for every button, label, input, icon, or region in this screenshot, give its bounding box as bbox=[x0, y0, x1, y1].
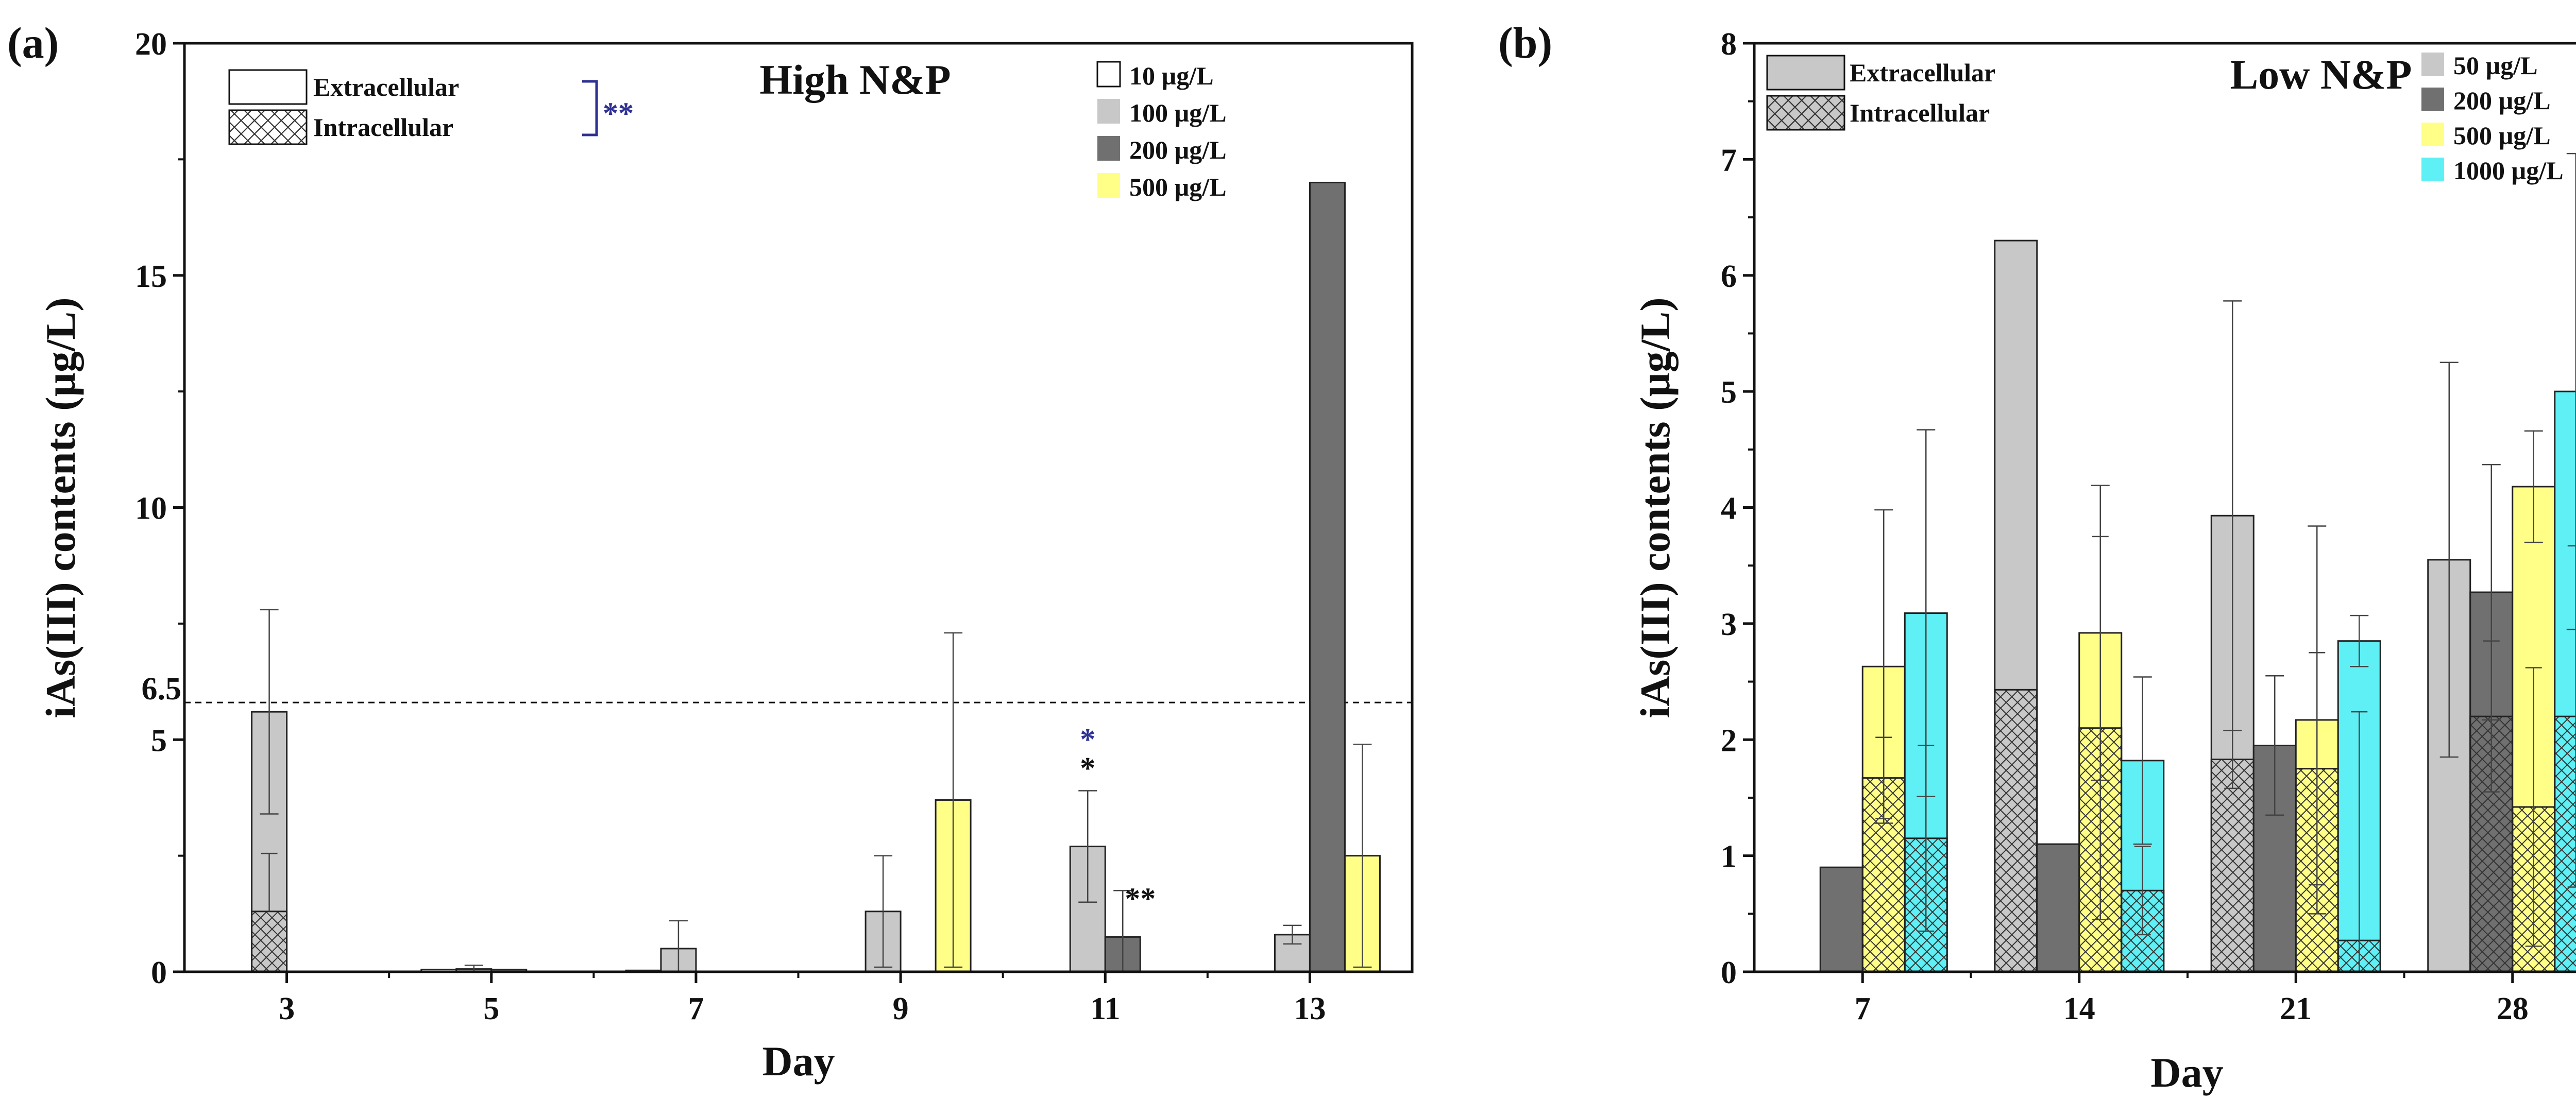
legend-concentrations-b: 50 µg/L 200 µg/L 500 µg/L 1000 µg/L bbox=[2421, 51, 2564, 185]
legend-label-100-g-l: 100 µg/L bbox=[1129, 98, 1227, 127]
y-axis-a: 0 5 10 15 20 bbox=[135, 27, 184, 990]
bar-200-g-l-day-13 bbox=[1309, 181, 1346, 973]
x-tick-label-9: 9 bbox=[893, 991, 909, 1026]
y-tick-label-1: 1 bbox=[1721, 839, 1737, 874]
legend-label-50-g-l: 50 µg/L bbox=[2453, 51, 2538, 80]
legend-swatch-100-g-l bbox=[1097, 99, 1120, 124]
legend-swatch-500-g-l bbox=[2421, 123, 2444, 146]
legend-label-200-g-l: 200 µg/L bbox=[1129, 135, 1227, 164]
x-tick-label-21: 21 bbox=[2280, 991, 2312, 1026]
legend-swatch-1000-g-l bbox=[2421, 158, 2444, 181]
y-tick-label-8: 8 bbox=[1721, 27, 1737, 62]
legend-fractions-a: Extracellular Intracellular ** bbox=[228, 69, 634, 145]
chart-title-b: Low N&P bbox=[2230, 51, 2412, 98]
legend-swatch-intracellular-b bbox=[1766, 95, 1845, 131]
y-tick-label-15: 15 bbox=[135, 259, 167, 294]
y-tick-label-0: 0 bbox=[151, 955, 167, 990]
legend-fractions-b: Extracellular Intracellular bbox=[1766, 55, 1995, 131]
panel-label-b: (b) bbox=[1498, 18, 1552, 67]
y-tick-label-5: 5 bbox=[1721, 375, 1737, 410]
x-axis-a: 3 5 7 9 11 13 bbox=[279, 972, 1326, 1026]
y-tick-label-5: 5 bbox=[151, 723, 167, 758]
x-tick-label-3: 3 bbox=[279, 991, 295, 1026]
y-tick-label-7: 7 bbox=[1721, 143, 1737, 178]
legend-label-500-g-l: 500 µg/L bbox=[1129, 173, 1227, 201]
x-tick-label-5: 5 bbox=[483, 991, 499, 1026]
significance-marker: * bbox=[1080, 751, 1095, 785]
y-tick-label-4: 4 bbox=[1721, 491, 1737, 526]
legend-label-500-g-l: 500 µg/L bbox=[2453, 121, 2551, 150]
y-tick-label-20: 20 bbox=[135, 27, 167, 62]
legend-concentrations-a: 10 µg/L 100 µg/L 200 µg/L 500 µg/L bbox=[1096, 61, 1227, 201]
legend-swatch-10-g-l bbox=[1096, 61, 1121, 88]
legend-label-1000-g-l: 1000 µg/L bbox=[2453, 156, 2564, 185]
significance-marker: * bbox=[1080, 722, 1095, 756]
legend-label-extracellular-a: Extracellular bbox=[313, 73, 459, 101]
legend-label-extracellular-b: Extracellular bbox=[1850, 58, 1995, 87]
legend-label-200-g-l: 200 µg/L bbox=[2453, 86, 2551, 115]
panel-label-a: (a) bbox=[7, 18, 59, 67]
x-tick-label-13: 13 bbox=[1294, 991, 1326, 1026]
y-axis-title-b: iAs(III) contents (µg/L) bbox=[1632, 297, 1679, 718]
plot-area-a: 6.5**** bbox=[142, 181, 1412, 973]
bar-intracellular-1000-g-l-day-28 bbox=[2554, 715, 2576, 973]
legend-swatch-50-g-l bbox=[2421, 53, 2444, 76]
chart-title-a: High N&P bbox=[759, 56, 951, 103]
significance-note-a: ** bbox=[603, 96, 634, 130]
legend-swatch-200-g-l bbox=[2421, 88, 2444, 111]
x-tick-label-11: 11 bbox=[1090, 991, 1121, 1026]
panel-b: (b) 0 1 2 3 4 5 6 7 8 7 14 21 28 iAs(III) contents … bbox=[1498, 18, 2576, 1096]
bar-intracellular-50-g-l-day-14 bbox=[1994, 689, 2038, 973]
y-tick-label-3: 3 bbox=[1721, 607, 1737, 642]
legend-swatch-extracellular-a bbox=[228, 69, 308, 105]
y-tick-label-6: 6 bbox=[1721, 259, 1737, 294]
y-tick-label-0: 0 bbox=[1721, 955, 1737, 990]
x-tick-label-7: 7 bbox=[688, 991, 704, 1026]
x-axis-title-b: Day bbox=[2150, 1049, 2223, 1096]
x-tick-label-14: 14 bbox=[2063, 991, 2095, 1026]
plot-area-b bbox=[1819, 152, 2576, 973]
y-tick-label-2: 2 bbox=[1721, 723, 1737, 758]
legend-label-10-g-l: 10 µg/L bbox=[1129, 61, 1214, 90]
x-axis-title-a: Day bbox=[762, 1038, 835, 1085]
significance-marker: ** bbox=[1125, 882, 1156, 916]
legend-swatch-extracellular-b bbox=[1766, 55, 1845, 91]
legend-swatch-500-g-l bbox=[1097, 173, 1120, 198]
plot-frame-a bbox=[183, 42, 1414, 973]
y-tick-label-10: 10 bbox=[135, 491, 167, 526]
legend-label-intracellular-b: Intracellular bbox=[1850, 98, 1990, 127]
legend-swatch-intracellular-a bbox=[228, 109, 308, 145]
bar-200-g-l-day-14 bbox=[2036, 843, 2080, 973]
y-axis-b: 0 1 2 3 4 5 6 7 8 bbox=[1721, 27, 1754, 990]
legend-label-intracellular-a: Intracellular bbox=[313, 113, 453, 142]
reference-line-label: 6.5 bbox=[142, 672, 182, 707]
significance-bracket-a bbox=[582, 80, 598, 136]
legend-swatch-200-g-l bbox=[1097, 136, 1120, 161]
y-axis-title-a: iAs(III) contents (µg/L) bbox=[37, 297, 84, 718]
bar-intracellular-100-g-l-day-3 bbox=[251, 911, 288, 973]
bar-200-g-l-day-7 bbox=[1819, 866, 1863, 973]
x-tick-label-7: 7 bbox=[1855, 991, 1871, 1026]
x-axis-b: 7 14 21 28 bbox=[1855, 972, 2529, 1026]
x-tick-label-28: 28 bbox=[2497, 991, 2529, 1026]
bar-intracellular-50-g-l-day-21 bbox=[2210, 759, 2255, 973]
